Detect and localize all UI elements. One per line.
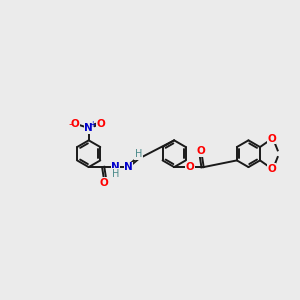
Text: -: - bbox=[68, 119, 73, 129]
Text: O: O bbox=[100, 178, 108, 188]
Text: N: N bbox=[124, 162, 133, 172]
Text: O: O bbox=[196, 146, 205, 156]
Text: +: + bbox=[89, 120, 95, 129]
Text: N: N bbox=[84, 123, 93, 133]
Text: O: O bbox=[71, 119, 80, 129]
Text: H: H bbox=[135, 149, 142, 159]
Text: N: N bbox=[111, 162, 120, 172]
Text: H: H bbox=[112, 169, 119, 178]
Text: O: O bbox=[267, 164, 276, 174]
Text: O: O bbox=[267, 134, 276, 144]
Text: O: O bbox=[186, 162, 195, 172]
Text: O: O bbox=[97, 119, 106, 129]
